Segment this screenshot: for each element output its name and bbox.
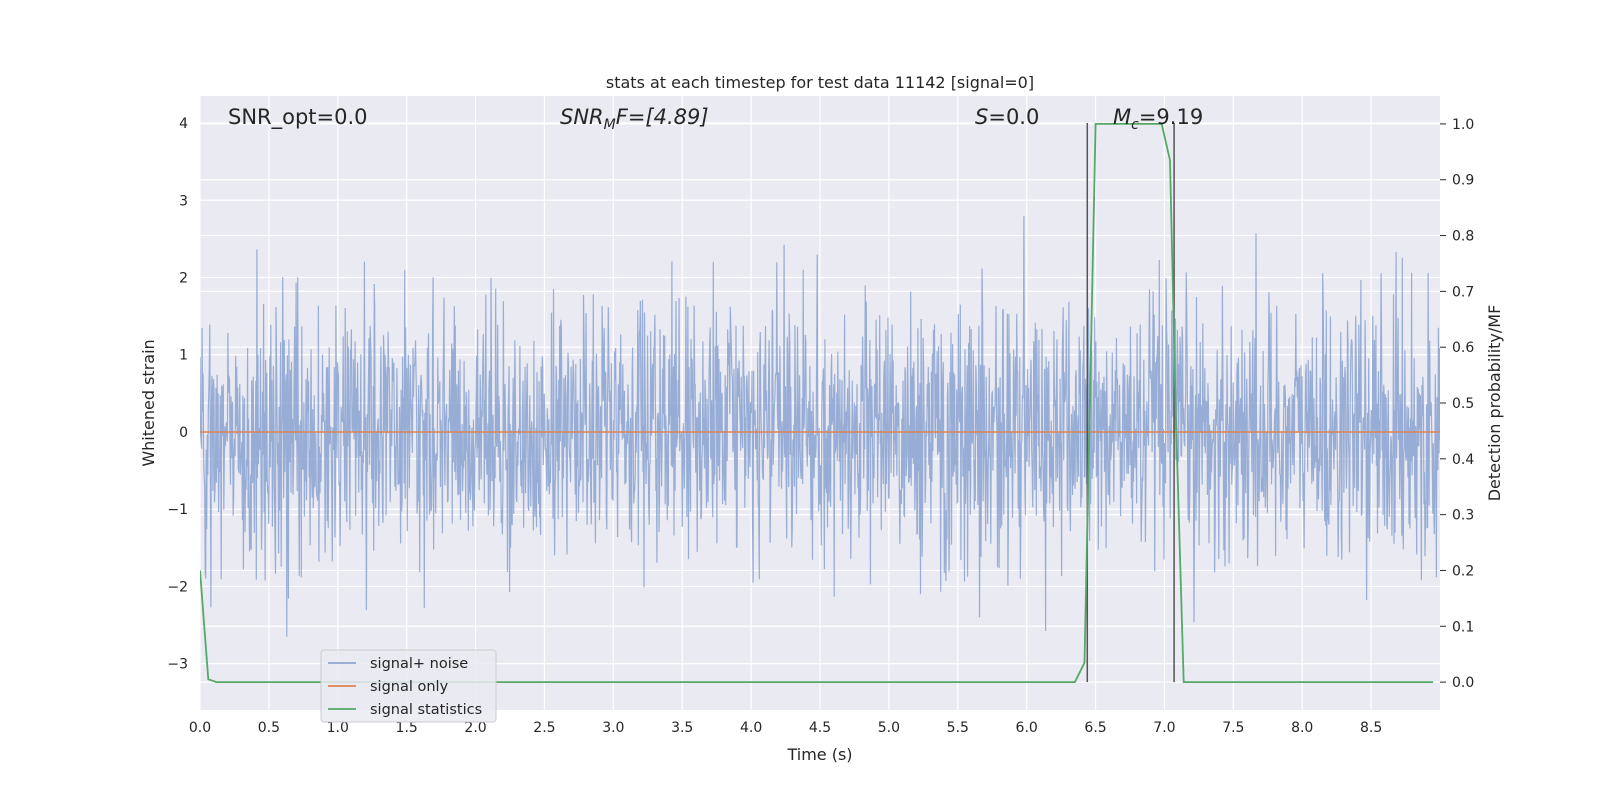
y-tick-label: −3 xyxy=(167,657,188,673)
x-tick-label: 7.0 xyxy=(1153,720,1175,736)
x-tick-label: 8.5 xyxy=(1360,720,1382,736)
x-tick-label: 4.0 xyxy=(740,720,762,736)
legend: signal+ noise signal only signal statist… xyxy=(320,649,497,723)
legend-label-signal-only: signal only xyxy=(370,679,449,695)
y-tick-label: 3 xyxy=(179,193,188,209)
y2-tick-label: 0.9 xyxy=(1452,173,1474,189)
annotation-mc-sub: c xyxy=(1131,117,1139,133)
legend-label-signal-statistics: signal statistics xyxy=(370,702,482,718)
y2-tick-label: 0.0 xyxy=(1452,675,1474,691)
legend-box xyxy=(320,649,497,723)
y-tick-labels: −3 −2 −1 0 1 2 3 4 xyxy=(167,116,188,673)
series-signal-statistics xyxy=(200,123,1434,683)
annotation-snr-mf-rest: F=[4.89] xyxy=(616,105,709,129)
y2-tick-label: 0.2 xyxy=(1452,563,1474,579)
legend-label-signal-noise: signal+ noise xyxy=(370,656,468,672)
x-tick-label: 3.0 xyxy=(602,720,624,736)
y2-tick-label: 0.4 xyxy=(1452,452,1474,468)
vertical-markers xyxy=(1086,123,1175,683)
x-tick-label: 1.5 xyxy=(396,720,418,736)
x-tick-label: 3.5 xyxy=(671,720,693,736)
y2-tick-label: 0.5 xyxy=(1452,396,1474,412)
x-tick-label: 4.5 xyxy=(809,720,831,736)
chart-title: stats at each timestep for test data 111… xyxy=(606,73,1034,92)
annotation-snr-mf-main: SNR xyxy=(560,105,604,129)
y2-axis-label: Detection probability/MF xyxy=(1485,305,1504,502)
annotation-mc-rest: =9.19 xyxy=(1139,105,1203,129)
annotation-snr-mf: SNRMF=[4.89] xyxy=(560,105,709,133)
y2-tick-label: 0.3 xyxy=(1452,508,1474,524)
x-tick-label: 2.0 xyxy=(464,720,486,736)
series-signal-noise xyxy=(200,216,1440,637)
y-tick-label: −2 xyxy=(167,579,188,595)
y2-tick-label: 0.6 xyxy=(1452,340,1474,356)
x-tick-label: 1.0 xyxy=(327,720,349,736)
x-tick-label: 0.5 xyxy=(258,720,280,736)
x-tick-label: 0.0 xyxy=(189,720,211,736)
y2-tick-label: 0.7 xyxy=(1452,284,1474,300)
y-axis-label: Whitened strain xyxy=(139,339,158,466)
y2-tick-label: 0.1 xyxy=(1452,619,1474,635)
x-tick-label: 5.0 xyxy=(878,720,900,736)
y-tick-label: −1 xyxy=(167,502,188,518)
annotation-s-rest: =0.0 xyxy=(988,105,1039,129)
x-tick-label: 8.0 xyxy=(1291,720,1313,736)
y2-tick-label: 1.0 xyxy=(1452,117,1474,133)
annotation-s: S=0.0 xyxy=(975,105,1039,129)
x-axis-label: Time (s) xyxy=(786,745,852,764)
annotation-snr-opt: SNR_opt=0.0 xyxy=(228,105,368,130)
annotation-s-main: S xyxy=(975,105,988,129)
x-tick-label: 5.5 xyxy=(947,720,969,736)
y-tick-label: 4 xyxy=(179,116,188,132)
x-tick-label: 7.5 xyxy=(1222,720,1244,736)
annotation-mc: Mc=9.19 xyxy=(1113,105,1203,133)
x-tick-label: 2.5 xyxy=(533,720,555,736)
y-tick-label: 0 xyxy=(179,425,188,441)
y-tick-label: 1 xyxy=(179,348,188,364)
annotation-mc-main: M xyxy=(1113,105,1131,129)
y-tick-label: 2 xyxy=(179,270,188,286)
annotation-snr-mf-sub: M xyxy=(604,117,616,133)
x-tick-labels: 0.0 0.5 1.0 1.5 2.0 2.5 3.0 3.5 4.0 4.5 5.0 5.5 6.0 6… xyxy=(189,720,1382,736)
y2-tick-label: 0.8 xyxy=(1452,229,1474,245)
x-tick-label: 6.5 xyxy=(1084,720,1106,736)
x-tick-label: 6.0 xyxy=(1016,720,1038,736)
y2-tick-labels: 0.0 0.1 0.2 0.3 0.4 0.5 0.6 0.7 0.8 0.9 1.0 xyxy=(1440,117,1474,691)
